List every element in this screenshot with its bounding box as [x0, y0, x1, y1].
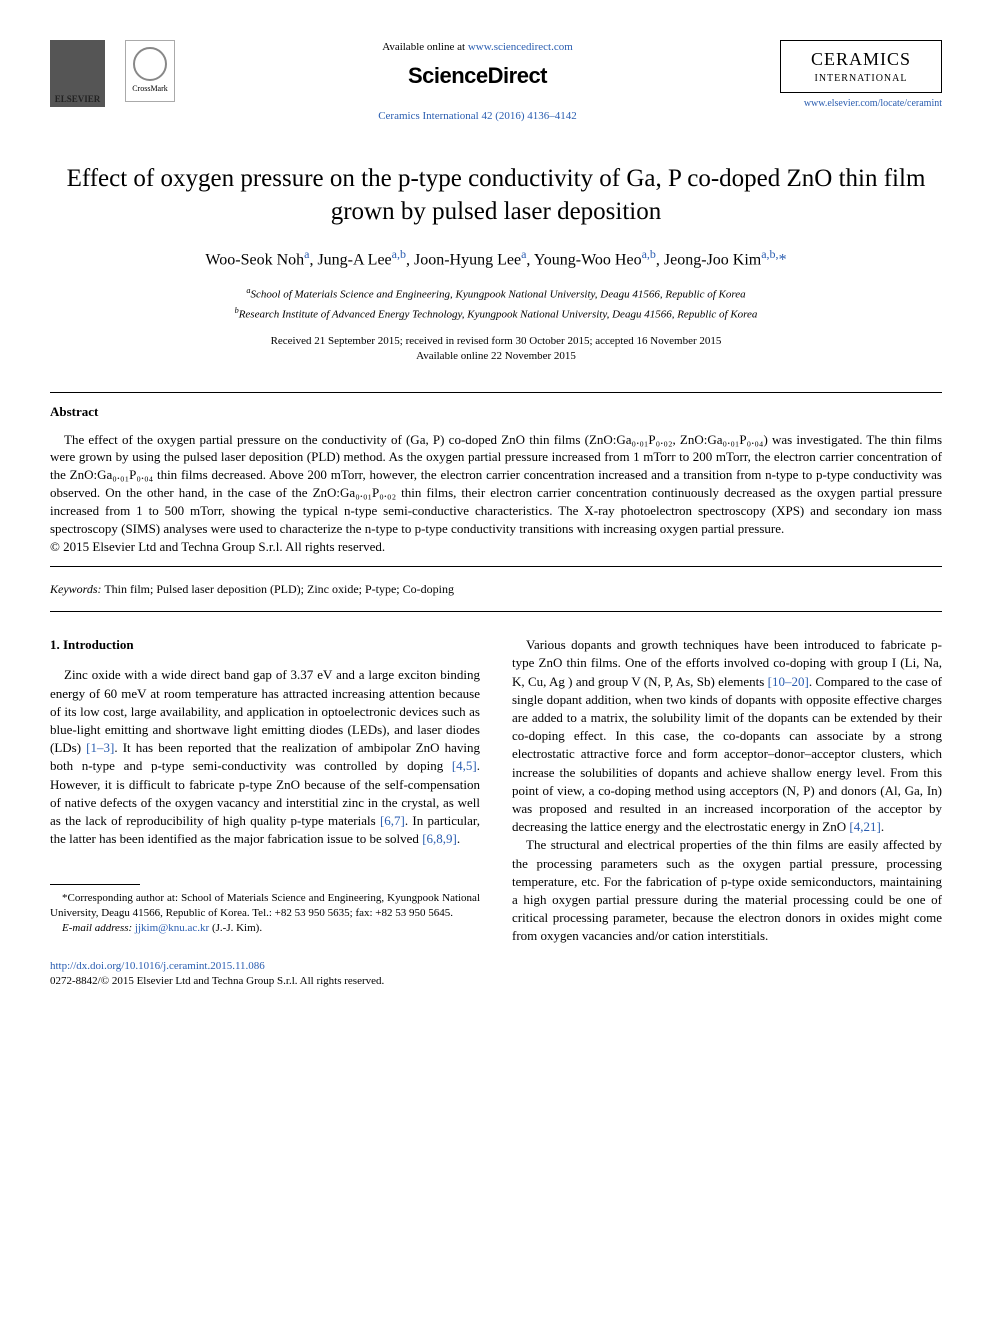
abstract-p1: The effect of the oxygen partial pressur… [50, 431, 942, 539]
crossmark-label: CrossMark [132, 84, 168, 95]
dates-line2: Available online 22 November 2015 [50, 349, 942, 364]
keywords-label: Keywords: [50, 582, 102, 596]
affiliation-b: bResearch Institute of Advanced Energy T… [50, 305, 942, 323]
journal-reference: Ceramics International 42 (2016) 4136–41… [205, 109, 750, 124]
ref-6-7[interactable]: [6,7] [380, 813, 405, 828]
intro-p3: The structural and electrical properties… [512, 836, 942, 945]
header: ELSEVIER CrossMark Available online at w… [50, 40, 942, 123]
header-center: Available online at www.sciencedirect.co… [175, 40, 780, 123]
rule-above-abstract [50, 392, 942, 393]
keywords-text: Thin film; Pulsed laser deposition (PLD)… [102, 582, 454, 596]
sciencedirect-brand: ScienceDirect [205, 61, 750, 91]
ref-4-21[interactable]: [4,21] [849, 819, 880, 834]
article-title: Effect of oxygen pressure on the p-type … [50, 163, 942, 228]
journal-ref-link[interactable]: Ceramics International 42 (2016) 4136–41… [378, 110, 577, 122]
ceramics-subtitle: INTERNATIONAL [791, 72, 931, 86]
sciencedirect-url[interactable]: www.sciencedirect.com [468, 41, 573, 53]
intro-heading: 1. Introduction [50, 636, 480, 654]
header-right: CERAMICS INTERNATIONAL www.elsevier.com/… [780, 40, 942, 110]
intro-p1: Zinc oxide with a wide direct band gap o… [50, 666, 480, 848]
email-footnote: E-mail address: jjkim@knu.ac.kr (J.-J. K… [50, 921, 480, 936]
journal-logo-box: CERAMICS INTERNATIONAL [780, 40, 942, 93]
affiliation-b-text: Research Institute of Advanced Energy Te… [239, 308, 758, 320]
rule-below-keywords [50, 611, 942, 612]
article-dates: Received 21 September 2015; received in … [50, 334, 942, 364]
authors-line: Woo-Seok Noha, Jung-A Leea,b, Joon-Hyung… [50, 246, 942, 271]
crossmark-circle-icon [133, 47, 167, 81]
dates-line1: Received 21 September 2015; received in … [50, 334, 942, 349]
elsevier-text: ELSEVIER [50, 93, 105, 105]
ref-1-3[interactable]: [1–3] [86, 740, 114, 755]
available-text: Available online at [382, 41, 468, 53]
intro-p2: Various dopants and growth techniques ha… [512, 636, 942, 836]
ceramics-title: CERAMICS [791, 47, 931, 71]
doi-link[interactable]: http://dx.doi.org/10.1016/j.ceramint.201… [50, 960, 265, 972]
locate-link-wrap: www.elsevier.com/locate/ceramint [780, 97, 942, 111]
abstract-copyright: © 2015 Elsevier Ltd and Techna Group S.r… [50, 538, 942, 556]
intro-p2b: . Compared to the case of single dopant … [512, 674, 942, 835]
two-column-body: 1. Introduction Zinc oxide with a wide d… [50, 636, 942, 945]
crossmark-badge[interactable]: CrossMark [125, 40, 175, 102]
ref-6-8-9[interactable]: [6,8,9] [422, 831, 457, 846]
rule-below-abstract [50, 566, 942, 567]
intro-p2c: . [881, 819, 884, 834]
header-left: ELSEVIER CrossMark [50, 40, 175, 107]
abstract-heading: Abstract [50, 403, 942, 421]
intro-p1b: . It has been reported that the realizat… [50, 740, 480, 773]
column-left: 1. Introduction Zinc oxide with a wide d… [50, 636, 480, 945]
abstract-body: The effect of the oxygen partial pressur… [50, 431, 942, 557]
email-link[interactable]: jjkim@knu.ac.kr [135, 922, 209, 934]
keywords-line: Keywords: Thin film; Pulsed laser deposi… [50, 581, 942, 597]
available-online-line: Available online at www.sciencedirect.co… [205, 40, 750, 55]
column-right: Various dopants and growth techniques ha… [512, 636, 942, 945]
affiliation-a: aSchool of Materials Science and Enginee… [50, 285, 942, 303]
ref-4-5[interactable]: [4,5] [452, 758, 477, 773]
doi-block: http://dx.doi.org/10.1016/j.ceramint.201… [50, 959, 942, 989]
ref-10-20[interactable]: [10–20] [768, 674, 809, 689]
intro-p1e: . [457, 831, 460, 846]
email-label: E-mail address: [62, 922, 135, 934]
issn-line: 0272-8842/© 2015 Elsevier Ltd and Techna… [50, 974, 942, 989]
corresponding-author-footnote: *Corresponding author at: School of Mate… [50, 891, 480, 921]
affiliation-a-text: School of Materials Science and Engineer… [251, 289, 746, 301]
locate-link[interactable]: www.elsevier.com/locate/ceramint [804, 98, 942, 109]
email-suffix: (J.-J. Kim). [209, 922, 262, 934]
elsevier-logo: ELSEVIER [50, 40, 105, 107]
footnote-separator [50, 884, 140, 885]
